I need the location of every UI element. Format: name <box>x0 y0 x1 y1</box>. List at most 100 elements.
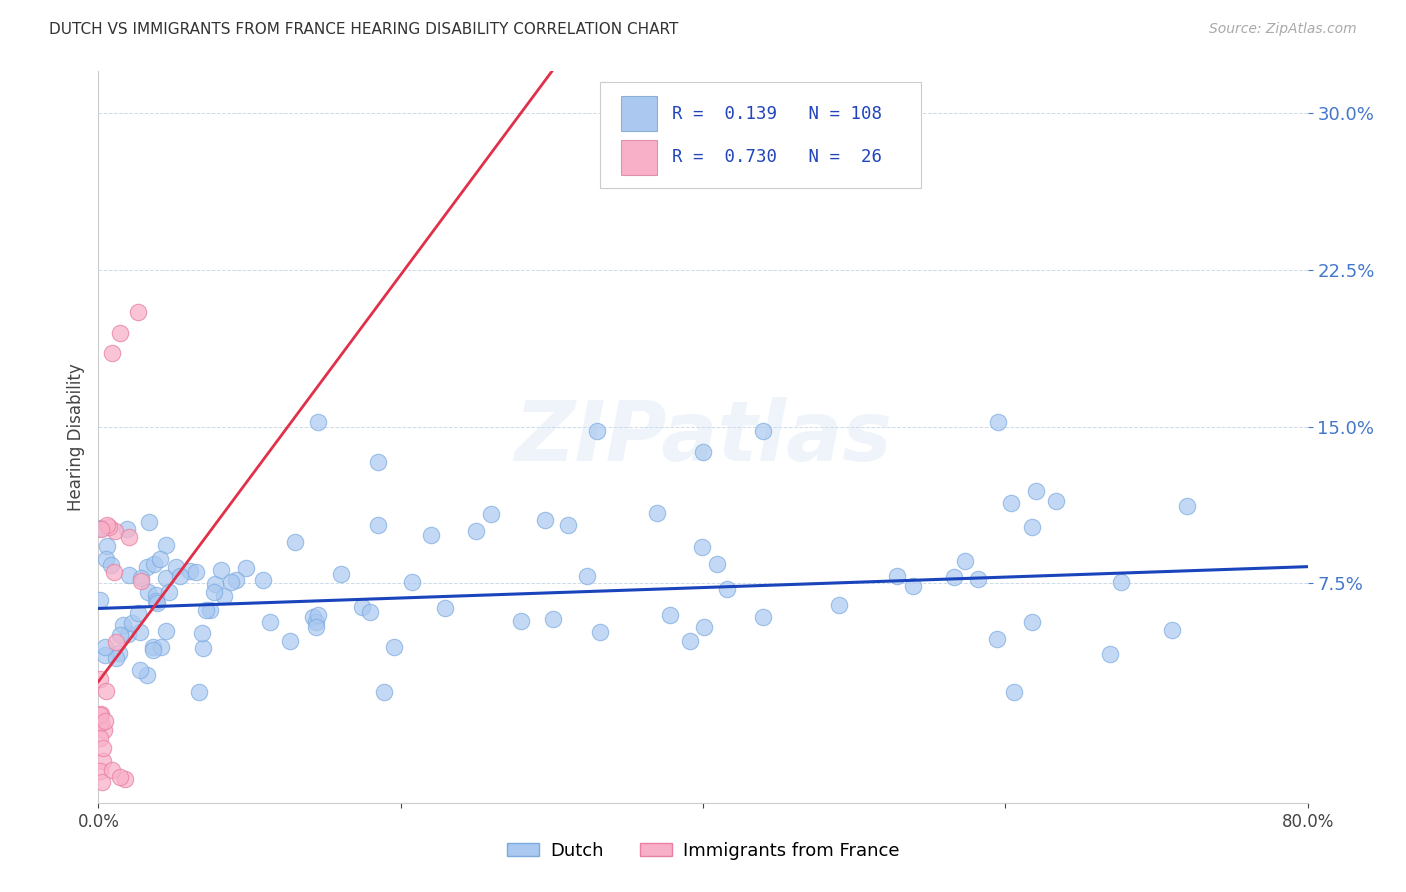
Point <box>1109 574 1132 589</box>
Point <box>557 518 579 533</box>
Point <box>510 614 533 628</box>
Point <box>359 606 381 620</box>
Point <box>145 588 167 602</box>
Point <box>135 560 157 574</box>
Point <box>214 589 236 603</box>
Point <box>129 571 152 585</box>
Point <box>98 520 121 534</box>
Point <box>184 565 207 579</box>
Point <box>117 627 139 641</box>
Point <box>115 522 138 536</box>
Point <box>330 567 353 582</box>
Point <box>100 558 122 573</box>
Point <box>155 538 177 552</box>
Text: DUTCH VS IMMIGRANTS FROM FRANCE HEARING DISABILITY CORRELATION CHART: DUTCH VS IMMIGRANTS FROM FRANCE HEARING … <box>49 22 679 37</box>
Point <box>138 516 160 530</box>
Point <box>94 648 117 662</box>
Point <box>278 633 301 648</box>
Point <box>101 346 124 360</box>
Point <box>481 508 503 522</box>
Point <box>987 416 1010 430</box>
Point <box>155 624 177 638</box>
Point <box>259 615 281 629</box>
Point <box>155 571 177 585</box>
Y-axis label: Hearing Disability: Hearing Disability <box>66 363 84 511</box>
Point <box>1021 615 1043 629</box>
Point <box>373 685 395 699</box>
Point <box>90 716 112 731</box>
Point <box>114 772 136 786</box>
Point <box>127 606 149 620</box>
Point <box>401 574 423 589</box>
Point <box>284 534 307 549</box>
Point <box>693 620 716 634</box>
Text: ZIPatlas: ZIPatlas <box>515 397 891 477</box>
Point <box>195 603 218 617</box>
Point <box>541 612 564 626</box>
Point <box>90 775 112 789</box>
Point <box>576 569 599 583</box>
Point <box>367 455 389 469</box>
Point <box>679 634 702 648</box>
Point <box>533 513 555 527</box>
Point <box>465 524 488 538</box>
Point <box>96 539 118 553</box>
Point <box>89 593 111 607</box>
Point <box>1021 519 1043 533</box>
Point <box>108 628 131 642</box>
Point <box>108 770 131 784</box>
Point <box>187 685 209 699</box>
Point <box>305 619 328 633</box>
Point <box>943 570 966 584</box>
Point <box>209 563 232 577</box>
Point <box>89 672 111 686</box>
Point <box>118 568 141 582</box>
Point <box>690 540 713 554</box>
Point <box>1045 493 1067 508</box>
Point <box>350 600 373 615</box>
Point <box>145 593 167 607</box>
Text: Source: ZipAtlas.com: Source: ZipAtlas.com <box>1209 22 1357 37</box>
Point <box>89 708 111 723</box>
Point <box>433 601 456 615</box>
Point <box>129 574 152 588</box>
Point <box>716 582 738 596</box>
Point <box>967 572 990 586</box>
Point <box>146 596 169 610</box>
Point <box>157 585 180 599</box>
Point <box>302 610 325 624</box>
Point <box>645 506 668 520</box>
Point <box>901 579 924 593</box>
Point <box>367 517 389 532</box>
Point <box>1175 499 1198 513</box>
Point <box>108 326 131 340</box>
Point <box>886 568 908 582</box>
Point <box>624 137 647 152</box>
Point <box>142 640 165 654</box>
Point <box>986 632 1008 646</box>
Point <box>96 517 118 532</box>
Point <box>118 530 141 544</box>
Point <box>219 574 242 589</box>
Point <box>94 551 117 566</box>
Point <box>305 615 328 629</box>
Point <box>136 585 159 599</box>
Point <box>752 424 775 438</box>
Point <box>1000 496 1022 510</box>
Point <box>108 646 131 660</box>
Point <box>149 552 172 566</box>
Point <box>190 625 212 640</box>
Point <box>586 424 609 438</box>
Point <box>252 573 274 587</box>
Point <box>104 634 127 648</box>
Point <box>235 561 257 575</box>
Point <box>94 684 117 698</box>
Point <box>93 741 115 756</box>
Point <box>179 564 201 578</box>
Point <box>101 763 124 777</box>
Point <box>1098 647 1121 661</box>
Point <box>90 522 112 536</box>
Point <box>1002 684 1025 698</box>
Point <box>382 640 405 654</box>
Point <box>89 764 111 779</box>
